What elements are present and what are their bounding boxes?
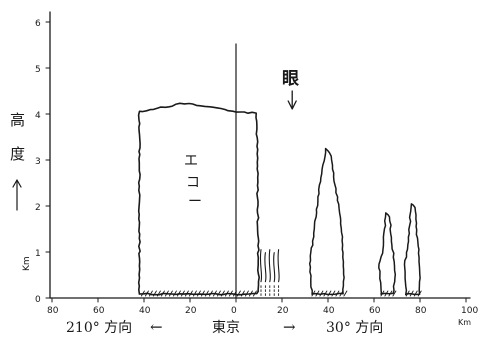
ground-hatch (388, 290, 393, 297)
y-axis-ticks: 0 1 2 3 4 5 6 (35, 19, 51, 305)
ground-hatch (176, 290, 181, 297)
y-tick-label: 5 (35, 65, 41, 75)
ground-hatch (196, 290, 201, 297)
x-tick-label: 0 (231, 306, 237, 316)
ground-hatch (339, 290, 344, 297)
x-tick-label: 20 (277, 306, 289, 316)
ground-hatch (168, 290, 173, 297)
left-direction-label: 210° 方向 (66, 320, 132, 336)
ground-hatch (315, 290, 320, 297)
x-tick-label: 40 (323, 306, 335, 316)
y-axis-unit: Km (22, 256, 32, 271)
shower-streak (268, 249, 271, 283)
echo-shapes (137, 102, 422, 297)
ground-hatch (323, 290, 328, 297)
y-axis-label: 高 度 (10, 111, 30, 163)
ground-hatch (228, 290, 233, 297)
x-tick-label: 20 (185, 306, 197, 316)
ground-hatch (240, 290, 245, 297)
x-axis-unit: Km (458, 318, 471, 327)
cloud-tower-shape (403, 203, 421, 296)
ground-hatch (327, 290, 332, 297)
ground-hatch (148, 290, 153, 297)
x-axis-ticks: 80 60 40 20 0 20 40 60 80 100 (47, 297, 478, 316)
shower-streak (264, 252, 267, 283)
shower-streak (273, 252, 276, 283)
ground-hatch (236, 290, 241, 297)
ground-hatch (220, 290, 225, 297)
ground-hatch (200, 290, 205, 297)
ground-hatch (208, 290, 213, 297)
echo-label: エ コ ー (184, 153, 204, 210)
shower-streak (259, 249, 263, 283)
y-tick-label: 3 (35, 157, 41, 167)
ground-hatch (212, 290, 217, 297)
ground-hatch (224, 290, 229, 297)
echo-block-shape (137, 102, 260, 296)
x-tick-label: 80 (415, 306, 427, 316)
ground-hatch (192, 290, 197, 297)
ground-hatch (417, 290, 422, 297)
ground-hatch (248, 290, 253, 297)
ground-hatch (380, 290, 385, 297)
ground-hatch (409, 290, 414, 297)
ground-hatch (160, 290, 165, 297)
ground-hatch (335, 290, 340, 297)
ground-hatch (216, 290, 221, 297)
eye-arrow-head (287, 100, 297, 110)
ground-hatch (184, 290, 189, 297)
ground-hatch (384, 290, 389, 297)
ground-hatch (252, 290, 257, 297)
ground-hatch (180, 290, 185, 297)
ground-hatch (156, 290, 161, 297)
eye-label: 眼 (282, 69, 299, 89)
ground-hatch (164, 290, 169, 297)
ground-hatch (172, 290, 177, 297)
y-tick-label: 2 (35, 203, 41, 213)
y-tick-label: 6 (35, 19, 41, 29)
ground-hatch (188, 290, 193, 297)
left-direction-arrow-icon: ← (150, 318, 163, 336)
shower-streak (277, 249, 280, 283)
ground-hatch (319, 290, 324, 297)
ground-hatch (232, 290, 237, 297)
ground-hatch (204, 290, 209, 297)
center-label: 東京 (212, 320, 240, 336)
x-tick-label: 40 (139, 306, 151, 316)
ground-hatch (331, 290, 336, 297)
ground-hatch (144, 290, 149, 297)
cloud-tower-shape (308, 147, 345, 296)
right-direction-label: 30° 方向 (326, 320, 383, 336)
ground-hatch (311, 290, 316, 297)
ground-hatch (140, 290, 145, 297)
x-tick-label: 60 (93, 306, 105, 316)
x-tick-label: 60 (369, 306, 381, 316)
ground-hatch (152, 290, 157, 297)
ground-hatch (392, 290, 397, 297)
y-tick-label: 4 (35, 111, 41, 121)
eye-arrow-icon (287, 90, 297, 110)
ground-hatch (413, 290, 418, 297)
y-tick-label: 0 (35, 295, 41, 305)
ground-hatch (405, 290, 410, 297)
x-tick-label: 100 (461, 306, 478, 316)
y-tick-label: 1 (35, 249, 41, 259)
x-tick-label: 80 (47, 306, 59, 316)
y-axis-up-arrow (12, 179, 22, 211)
ground-hatch (244, 290, 249, 297)
right-direction-arrow-icon: → (283, 318, 296, 336)
cloud-tower-shape (378, 212, 397, 296)
ground-hatch (343, 290, 348, 297)
